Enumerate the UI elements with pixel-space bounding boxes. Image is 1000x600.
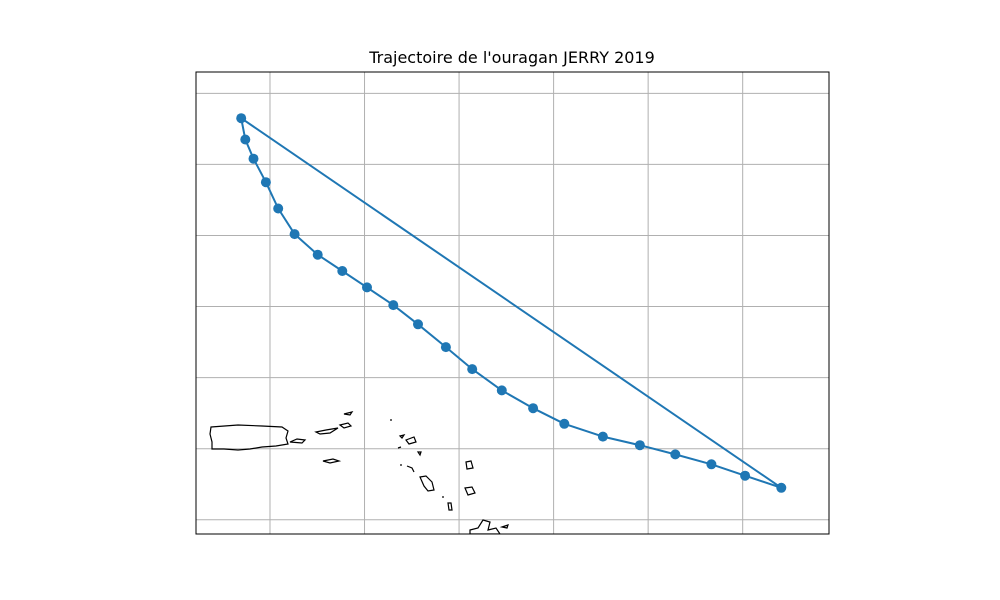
track-point-12 [467, 364, 478, 375]
coastline-barbuda [465, 460, 474, 470]
coastline-vieques [289, 438, 307, 444]
track-point-4 [273, 203, 284, 214]
coastline-anegada [343, 411, 354, 416]
coastline-st-barth [405, 436, 417, 445]
track-point-21 [776, 482, 787, 493]
map-frame [195, 71, 830, 535]
track-point-5 [289, 229, 300, 240]
track-point-11 [440, 342, 451, 353]
map-title: Trajectoire de l'ouragan JERRY 2019 [368, 48, 655, 67]
hurricane-track-points [236, 113, 787, 493]
coastline-saba [397, 446, 402, 449]
coastline-guadeloupe [469, 519, 501, 534]
track-point-14 [528, 403, 539, 414]
track-point-18 [670, 449, 681, 460]
track-point-17 [634, 440, 645, 451]
track-point-15 [559, 418, 570, 429]
coastline-montserrat [419, 475, 435, 492]
coastline-nevis [416, 451, 422, 457]
track-point-2 [248, 153, 259, 164]
track-point-8 [362, 282, 372, 293]
gridlines [196, 72, 829, 534]
coastline-virgin-islands-2 [338, 422, 353, 429]
coastline-st-kitts [406, 465, 415, 473]
track-point-6 [312, 249, 323, 260]
coastline-antigua [464, 486, 476, 496]
track-point-16 [597, 431, 608, 442]
track-point-10 [413, 319, 423, 330]
coastline-st-martin [398, 434, 406, 439]
track-point-13 [496, 385, 507, 396]
track-point-3 [260, 177, 271, 188]
coastline-puerto-rico [209, 424, 289, 451]
map-plot-area [196, 72, 829, 534]
coastline-virgin-islands-1 [314, 427, 339, 435]
track-point-1 [240, 134, 251, 145]
track-point-9 [388, 300, 399, 311]
track-point-0 [236, 113, 247, 124]
track-point-20 [740, 470, 751, 481]
coastline-st-croix [322, 458, 342, 464]
coastline-marie-galante [499, 524, 509, 529]
coastlines [209, 411, 509, 534]
coastline-guadeloupe-north [447, 502, 453, 511]
track-point-19 [706, 459, 717, 470]
track-point-7 [337, 266, 348, 276]
